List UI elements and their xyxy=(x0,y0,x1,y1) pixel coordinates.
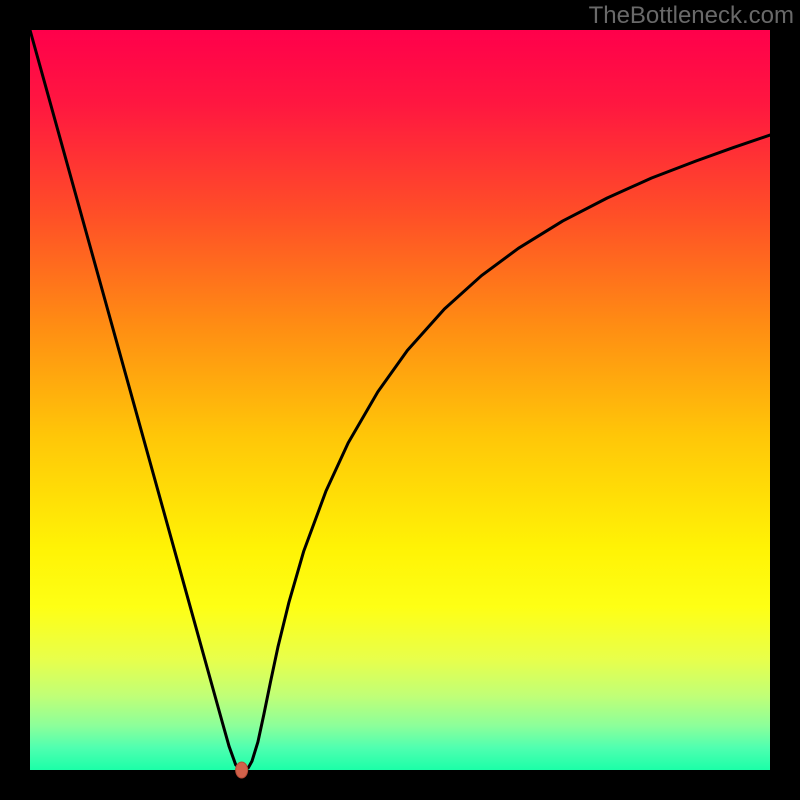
bottleneck-chart: TheBottleneck.com xyxy=(0,0,800,800)
chart-svg xyxy=(0,0,800,800)
minimum-marker xyxy=(236,762,248,778)
chart-background xyxy=(30,30,770,770)
